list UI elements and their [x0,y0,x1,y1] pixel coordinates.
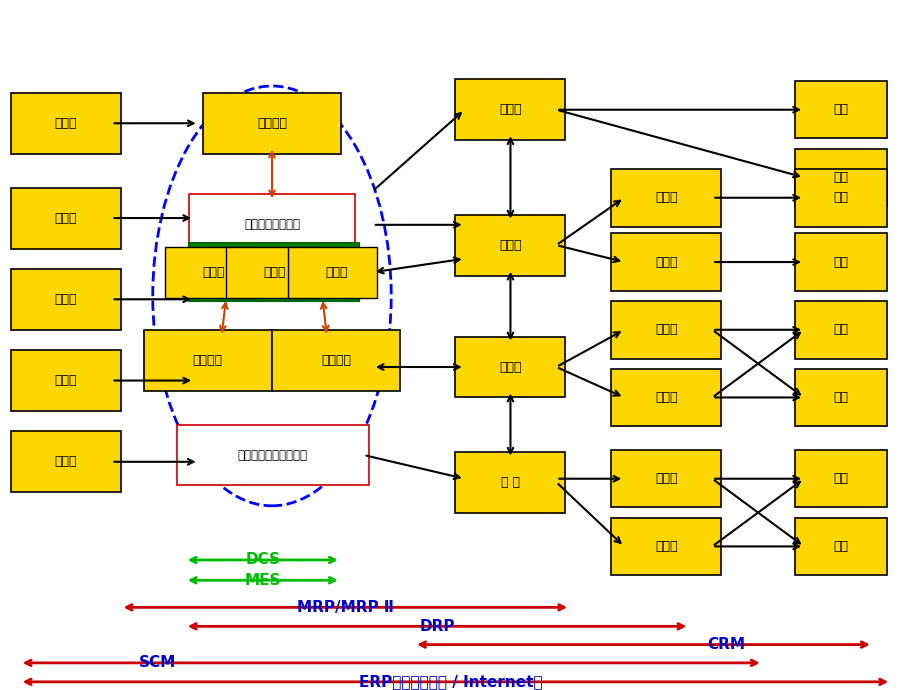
FancyBboxPatch shape [455,79,565,140]
FancyBboxPatch shape [611,368,720,426]
FancyBboxPatch shape [455,215,565,275]
FancyBboxPatch shape [611,450,720,508]
FancyBboxPatch shape [10,350,120,411]
FancyBboxPatch shape [189,244,358,301]
FancyBboxPatch shape [165,247,255,297]
Text: 客户: 客户 [833,391,847,404]
FancyBboxPatch shape [611,301,720,359]
FancyBboxPatch shape [203,92,340,154]
Text: MRP/MRP Ⅱ: MRP/MRP Ⅱ [297,600,393,615]
Text: ERP（供需链管理 / Internet）: ERP（供需链管理 / Internet） [358,674,542,689]
FancyBboxPatch shape [611,169,720,226]
Text: 供应商: 供应商 [54,293,77,306]
FancyBboxPatch shape [10,431,120,492]
Text: 联盟企业: 联盟企业 [256,117,287,130]
FancyBboxPatch shape [176,424,369,486]
Text: SCM: SCM [139,656,176,671]
FancyBboxPatch shape [189,195,354,255]
Text: 客户: 客户 [833,171,847,184]
Text: 代理商: 代理商 [499,239,521,252]
FancyBboxPatch shape [10,269,120,330]
Text: 维修点: 维修点 [654,472,677,485]
FancyBboxPatch shape [794,233,886,290]
FancyBboxPatch shape [611,518,720,575]
Text: DCS: DCS [245,553,280,567]
Text: 供应商: 供应商 [54,374,77,387]
Text: 代销点: 代销点 [654,255,677,268]
Text: 供应商: 供应商 [54,117,77,130]
Text: 销售部: 销售部 [324,266,347,279]
FancyBboxPatch shape [611,233,720,290]
FancyBboxPatch shape [794,518,886,575]
Text: 客户: 客户 [833,324,847,336]
Text: 批发商: 批发商 [499,360,521,373]
Text: 客户: 客户 [833,540,847,553]
Text: 供应商: 供应商 [54,455,77,469]
FancyBboxPatch shape [794,81,886,139]
Text: DRP: DRP [419,619,454,634]
Text: MES: MES [244,573,280,588]
Text: 主体企业（盟主）: 主体企业（盟主） [244,218,300,231]
Text: 供应部: 供应部 [202,266,224,279]
Text: CRM: CRM [706,637,744,652]
FancyBboxPatch shape [794,368,886,426]
Text: 代销点: 代销点 [654,191,677,204]
Text: 服 务: 服 务 [501,475,519,489]
FancyBboxPatch shape [288,247,377,297]
FancyBboxPatch shape [226,247,315,297]
Text: 办事处: 办事处 [499,104,521,116]
FancyBboxPatch shape [794,301,886,359]
FancyBboxPatch shape [272,330,400,391]
Text: 零售商: 零售商 [654,391,677,404]
FancyBboxPatch shape [455,452,565,513]
Text: 虚拟企业（动态联盟）: 虚拟企业（动态联盟） [238,448,308,462]
Text: 制造部: 制造部 [263,266,286,279]
FancyBboxPatch shape [10,92,120,154]
FancyBboxPatch shape [455,337,565,397]
Text: 客户: 客户 [833,104,847,116]
Text: 供应商: 供应商 [54,212,77,224]
Text: 客户: 客户 [833,255,847,268]
Text: 客户: 客户 [833,472,847,485]
Text: 联盟企业: 联盟企业 [193,354,222,366]
Text: 联盟企业: 联盟企业 [321,354,351,366]
FancyBboxPatch shape [143,330,272,391]
FancyBboxPatch shape [794,169,886,226]
Text: 服务点: 服务点 [654,540,677,553]
FancyBboxPatch shape [794,148,886,206]
Text: 客户: 客户 [833,191,847,204]
FancyBboxPatch shape [794,450,886,508]
FancyBboxPatch shape [10,188,120,248]
Text: 零售商: 零售商 [654,324,677,336]
